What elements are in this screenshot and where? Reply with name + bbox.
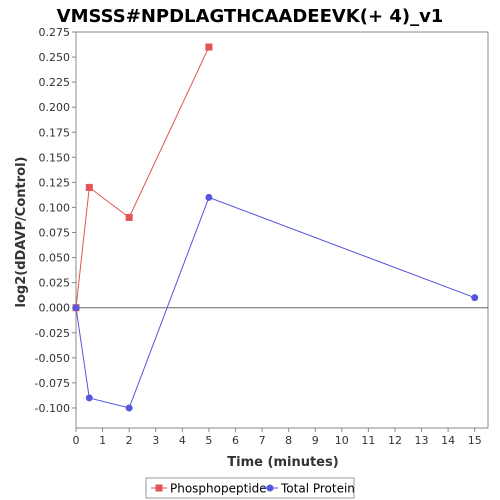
- y-tick-label: -0.100: [35, 402, 70, 415]
- x-tick-label: 11: [361, 434, 375, 447]
- x-tick-label: 3: [152, 434, 159, 447]
- x-axis-label: Time (minutes): [227, 455, 338, 470]
- chart-title: VMSSS#NPDLAGTHCAADEEVK(+ 4)_v1: [57, 6, 444, 27]
- y-tick-label: 0.175: [39, 126, 71, 139]
- x-tick-label: 14: [441, 434, 455, 447]
- legend: Phosphopeptide Total Protein: [145, 477, 355, 499]
- total-protein-point: [205, 193, 213, 201]
- phosphopeptide-point: [85, 183, 93, 191]
- y-tick-label: 0.050: [39, 252, 71, 265]
- total-protein-point: [471, 294, 479, 302]
- x-tick-label: 7: [259, 434, 266, 447]
- y-tick-label: -0.075: [35, 377, 70, 390]
- y-tick-label: 0.125: [39, 176, 71, 189]
- y-axis-label: log2(dDAVP/Control): [14, 157, 29, 308]
- x-tick-label: 0: [73, 434, 80, 447]
- legend-phosphopeptide-label: Phosphopeptide: [170, 482, 267, 496]
- x-tick-label: 15: [468, 434, 482, 447]
- legend-total-protein-marker: [266, 484, 274, 492]
- total-protein-point: [125, 404, 133, 412]
- y-axis-ticks: 0.275 0.250 0.225 0.200 0.175 0.150 0.125 0.100…: [35, 26, 76, 415]
- legend-total-protein-label: Total Protein: [280, 482, 355, 496]
- y-tick-label: -0.050: [35, 352, 70, 365]
- plot-area: [75, 31, 489, 429]
- y-tick-label: 0.100: [39, 201, 71, 214]
- y-tick-label: 0.025: [39, 277, 71, 290]
- x-axis-ticks: 0 1 2 3 4 5 6 7 8 9 10 11 12 13 14 15: [73, 428, 482, 447]
- x-tick-label: 4: [179, 434, 186, 447]
- y-tick-label: 0.275: [39, 26, 71, 39]
- total-protein-point: [85, 394, 93, 402]
- x-tick-label: 13: [415, 434, 429, 447]
- x-tick-label: 8: [285, 434, 292, 447]
- x-tick-label: 5: [205, 434, 212, 447]
- x-tick-label: 10: [335, 434, 349, 447]
- y-tick-label: 0.200: [39, 101, 71, 114]
- x-tick-label: 2: [126, 434, 133, 447]
- total-protein-point: [72, 304, 80, 312]
- x-tick-label: 12: [388, 434, 402, 447]
- x-tick-label: 1: [99, 434, 106, 447]
- series-layer: [72, 43, 479, 412]
- phosphopeptide-point: [125, 213, 133, 221]
- legend-phosphopeptide-marker: [155, 484, 163, 492]
- phosphopeptide-line: [75, 46, 210, 308]
- phosphopeptide-point: [205, 43, 213, 51]
- legend-box: [145, 477, 355, 499]
- y-tick-label: -0.025: [35, 327, 70, 340]
- y-tick-label: 0.250: [39, 51, 71, 64]
- x-tick-label: 6: [232, 434, 239, 447]
- y-tick-label: 0.000: [39, 302, 71, 315]
- y-tick-label: 0.150: [39, 151, 71, 164]
- y-tick-label: 0.225: [39, 76, 71, 89]
- x-tick-label: 9: [312, 434, 319, 447]
- y-tick-label: 0.075: [39, 227, 71, 240]
